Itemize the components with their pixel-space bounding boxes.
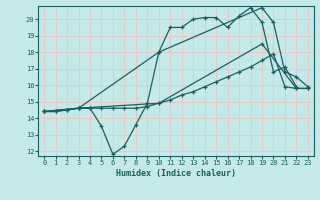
- X-axis label: Humidex (Indice chaleur): Humidex (Indice chaleur): [116, 169, 236, 178]
